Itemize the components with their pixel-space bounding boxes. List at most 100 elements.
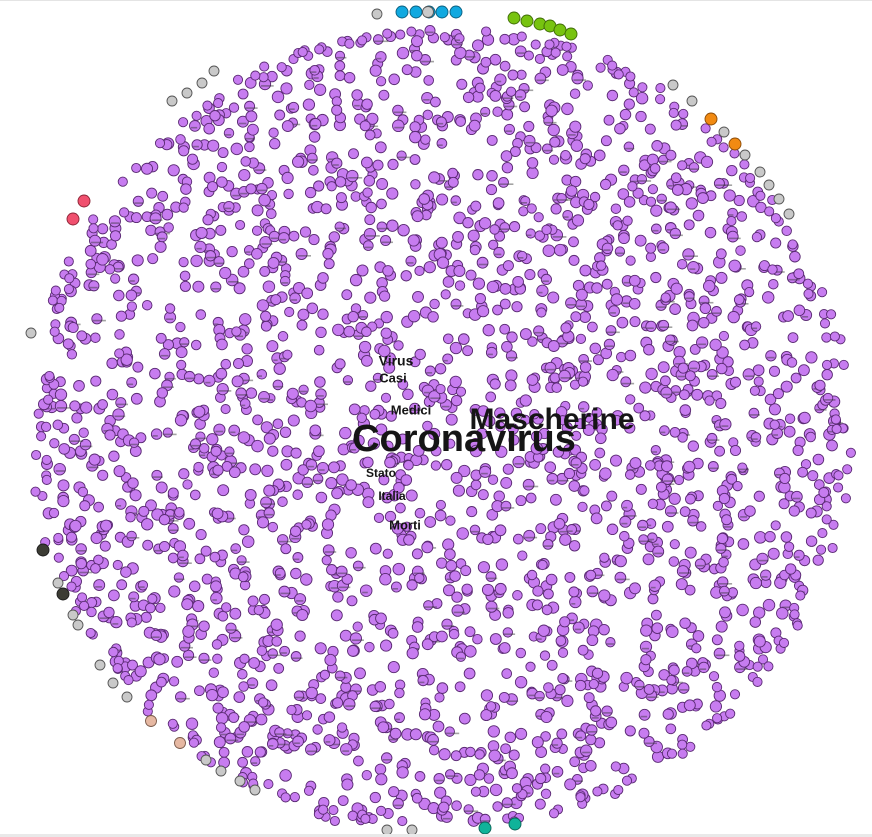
graph-node[interactable] <box>249 463 262 476</box>
graph-node[interactable] <box>256 645 268 656</box>
graph-node[interactable] <box>454 33 465 44</box>
graph-node[interactable] <box>308 234 320 246</box>
graph-node[interactable] <box>423 75 434 86</box>
graph-node[interactable] <box>131 254 144 267</box>
graph-node[interactable] <box>637 82 648 93</box>
graph-node[interactable] <box>221 602 232 613</box>
graph-node[interactable] <box>767 547 780 560</box>
graph-node[interactable] <box>127 477 139 489</box>
graph-node[interactable] <box>591 407 603 418</box>
graph-node[interactable] <box>564 778 577 791</box>
graph-node[interactable] <box>130 392 143 405</box>
graph-node[interactable] <box>677 432 688 443</box>
graph-node[interactable] <box>322 248 334 260</box>
graph-node[interactable] <box>228 466 241 479</box>
graph-node[interactable] <box>335 192 347 204</box>
graph-node[interactable] <box>267 521 279 533</box>
graph-node[interactable] <box>141 299 153 311</box>
graph-node[interactable] <box>647 498 659 509</box>
graph-node[interactable] <box>600 135 612 147</box>
graph-node[interactable] <box>474 749 485 760</box>
gray-community-node[interactable] <box>181 87 193 99</box>
graph-node[interactable] <box>293 690 305 701</box>
graph-node[interactable] <box>141 518 154 531</box>
graph-node[interactable] <box>485 346 498 359</box>
graph-node[interactable] <box>483 415 496 428</box>
graph-node[interactable] <box>171 655 184 668</box>
graph-node[interactable] <box>752 676 763 687</box>
graph-node[interactable] <box>271 90 285 104</box>
graph-node[interactable] <box>656 481 667 493</box>
graph-node[interactable] <box>250 756 261 767</box>
graph-node[interactable] <box>664 334 676 345</box>
graph-node[interactable] <box>156 676 167 688</box>
graph-node[interactable] <box>302 98 316 111</box>
graph-node[interactable] <box>224 446 235 457</box>
graph-node[interactable] <box>593 149 606 162</box>
graph-node[interactable] <box>635 483 647 495</box>
graph-node[interactable] <box>601 242 614 255</box>
graph-node[interactable] <box>86 606 97 618</box>
graph-node[interactable] <box>238 313 252 326</box>
graph-node[interactable] <box>536 307 547 318</box>
graph-node[interactable] <box>582 424 595 437</box>
graph-node[interactable] <box>669 227 681 240</box>
graph-node[interactable] <box>603 114 615 126</box>
graph-node[interactable] <box>407 234 420 247</box>
graph-node[interactable] <box>274 109 286 121</box>
graph-node[interactable] <box>564 571 576 583</box>
graph-node[interactable] <box>504 379 517 392</box>
graph-node[interactable] <box>339 426 352 440</box>
gray-community-node[interactable] <box>72 619 84 631</box>
red-community-node[interactable] <box>77 194 91 208</box>
graph-node[interactable] <box>595 432 607 445</box>
graph-node[interactable] <box>447 176 459 188</box>
graph-node[interactable] <box>41 474 52 485</box>
graph-node[interactable] <box>546 472 559 485</box>
graph-node[interactable] <box>763 661 774 672</box>
node-label-morti[interactable]: Morti <box>389 517 421 532</box>
graph-node[interactable] <box>266 340 279 353</box>
graph-node[interactable] <box>192 280 205 293</box>
graph-node[interactable] <box>677 739 688 750</box>
graph-node[interactable] <box>493 246 505 259</box>
graph-node[interactable] <box>328 461 340 474</box>
graph-node[interactable] <box>639 410 651 422</box>
graph-node[interactable] <box>77 486 89 498</box>
graph-node[interactable] <box>308 131 321 143</box>
graph-node[interactable] <box>210 445 222 457</box>
graph-node[interactable] <box>545 573 558 586</box>
graph-node[interactable] <box>405 489 418 502</box>
graph-node[interactable] <box>347 311 359 323</box>
graph-node[interactable] <box>436 557 448 569</box>
graph-node[interactable] <box>353 755 364 767</box>
graph-node[interactable] <box>480 106 491 117</box>
graph-node[interactable] <box>516 31 527 42</box>
graph-node[interactable] <box>331 487 344 500</box>
graph-node[interactable] <box>537 559 548 571</box>
graph-node[interactable] <box>31 449 42 461</box>
graph-node[interactable] <box>411 792 423 804</box>
graph-node[interactable] <box>409 121 421 133</box>
graph-node[interactable] <box>313 344 325 356</box>
graph-node[interactable] <box>458 712 471 725</box>
graph-node[interactable] <box>476 305 490 318</box>
graph-node[interactable] <box>477 561 490 574</box>
graph-node[interactable] <box>482 324 495 337</box>
graph-node[interactable] <box>821 369 833 381</box>
graph-node[interactable] <box>334 60 346 72</box>
graph-node[interactable] <box>320 203 332 215</box>
graph-node[interactable] <box>210 580 222 593</box>
graph-node[interactable] <box>299 226 312 238</box>
graph-node[interactable] <box>428 427 441 440</box>
graph-node[interactable] <box>185 717 199 730</box>
graph-node[interactable] <box>88 214 99 225</box>
graph-node[interactable] <box>256 299 270 312</box>
graph-node[interactable] <box>321 518 335 531</box>
graph-node[interactable] <box>526 569 538 581</box>
graph-node[interactable] <box>358 340 372 354</box>
graph-node[interactable] <box>193 405 206 418</box>
graph-node[interactable] <box>326 564 338 576</box>
graph-node[interactable] <box>393 340 404 351</box>
graph-node[interactable] <box>729 689 741 700</box>
